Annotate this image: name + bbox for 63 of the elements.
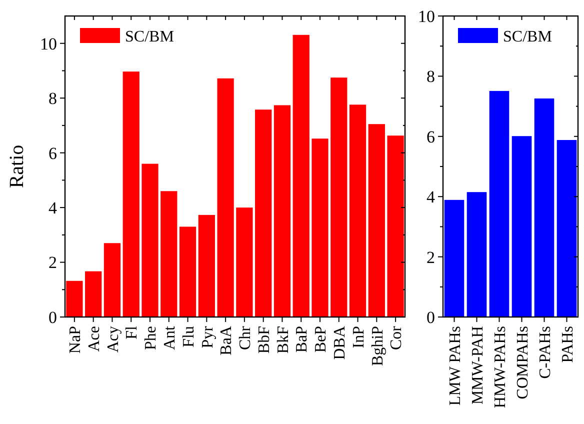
x-tick-label: COMPAHs <box>514 326 532 400</box>
bar <box>122 72 140 317</box>
x-tick-label: BaA <box>218 326 236 356</box>
y-tick-label: 0 <box>426 308 435 327</box>
x-tick-label: Ace <box>86 326 103 352</box>
x-tick-label: BaP <box>294 326 311 353</box>
y-tick-label: 6 <box>426 127 435 146</box>
x-tick-label: Phe <box>142 326 160 350</box>
bar <box>217 78 234 317</box>
y-tick-label: 6 <box>48 144 57 163</box>
y-tick-label: 4 <box>426 188 436 207</box>
x-tick-label: Acy <box>104 326 122 353</box>
legend-label: SC/BM <box>503 28 552 46</box>
x-tick-label: NaP <box>67 326 84 354</box>
y-tick-label: 2 <box>48 253 57 272</box>
bar <box>198 214 215 317</box>
x-tick-label: BeP <box>312 326 330 353</box>
bar <box>349 104 366 317</box>
bar <box>312 138 328 317</box>
bar <box>387 136 404 317</box>
y-tick-label: 4 <box>48 198 58 218</box>
bar <box>489 90 510 317</box>
bar <box>179 226 196 317</box>
x-tick-label: BghiP <box>369 326 386 366</box>
y-tick-label: 10 <box>40 34 57 54</box>
bar <box>160 191 178 317</box>
bar <box>85 271 102 317</box>
y-tick-label: 2 <box>426 248 435 267</box>
bar <box>236 208 253 317</box>
x-tick-label: LMW PAHs <box>446 326 464 406</box>
x-tick-label: BkF <box>274 326 292 354</box>
x-tick-label: HMW-PAHs <box>492 326 509 408</box>
y-tick-label: 8 <box>426 67 435 86</box>
x-tick-label: C-PAHs <box>536 326 554 379</box>
bar <box>255 110 272 317</box>
bar <box>274 105 291 317</box>
y-axis-title: Ratio <box>6 144 28 188</box>
bar <box>368 124 385 317</box>
legend-label: SC/BM <box>125 28 174 46</box>
y-tick-label: 10 <box>418 6 435 26</box>
x-tick-label: DBA <box>331 326 348 360</box>
bar <box>556 140 577 317</box>
bar <box>512 136 532 317</box>
x-tick-label: MMW-PAH <box>469 326 486 405</box>
x-tick-label: Cor <box>388 325 406 350</box>
bar <box>104 243 121 317</box>
x-tick-label: Flu <box>180 326 198 348</box>
x-tick-label: Chr <box>237 325 254 350</box>
y-tick-label: 0 <box>48 308 57 327</box>
x-tick-label: Fl <box>124 325 141 340</box>
bar <box>444 200 464 317</box>
bar <box>66 280 83 317</box>
bar <box>142 164 158 317</box>
y-tick-label: 8 <box>48 89 57 108</box>
bar <box>466 192 487 317</box>
x-tick-label: Ant <box>161 325 178 350</box>
x-tick-label: InP <box>350 326 368 348</box>
x-tick-label: BbF <box>256 326 273 354</box>
bar <box>292 34 310 317</box>
bar <box>534 98 554 317</box>
x-tick-label: Pyr <box>199 325 216 348</box>
x-tick-label: PAHs <box>559 326 576 363</box>
bar <box>330 78 348 317</box>
